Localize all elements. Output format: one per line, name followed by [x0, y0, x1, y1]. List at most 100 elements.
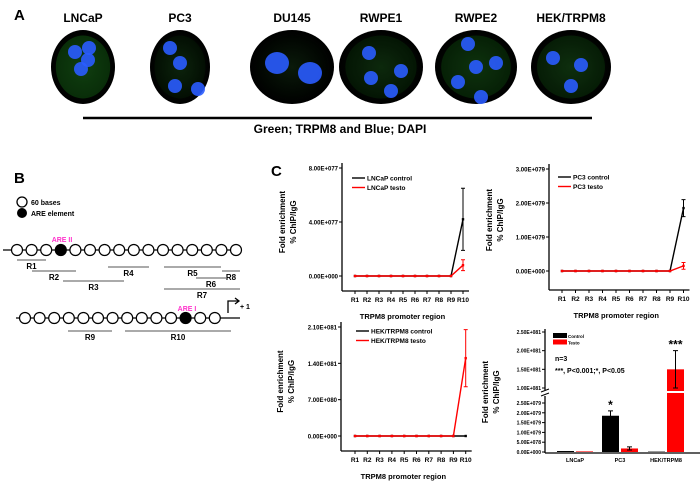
base-block — [229, 243, 243, 257]
y-axis-title: % ChIP/IgG — [492, 370, 501, 413]
tss-arrowhead-icon — [234, 297, 241, 305]
error-bar — [461, 187, 465, 251]
y-tick-label: 0.00E+000 — [517, 450, 542, 456]
legend-swatch — [553, 333, 567, 338]
base-block — [40, 243, 53, 257]
tss-arrow-icon — [227, 300, 238, 313]
x-axis-title: TRPM8 promoter region — [361, 472, 447, 481]
legend-filled-circle — [17, 208, 27, 218]
error-bar — [673, 350, 678, 389]
annotation-p: ***, P<0.001;*, P<0.05 — [555, 368, 625, 375]
base-block — [142, 243, 155, 257]
data-point — [390, 434, 394, 438]
data-point — [389, 274, 393, 278]
dapi-nucleus — [546, 51, 560, 65]
axis-break-icon — [540, 388, 550, 397]
x-tick-label: R10 — [457, 297, 469, 304]
region-label: R2 — [49, 273, 60, 282]
y-tick-label: 4.00E+077 — [309, 221, 339, 227]
base-block — [127, 243, 140, 257]
data-point — [365, 274, 369, 278]
y-tick-label: 5.00E+078 — [517, 440, 542, 446]
base-block — [83, 243, 97, 257]
y-tick-label: 1.50E+081 — [517, 367, 542, 373]
micrograph — [531, 30, 611, 104]
region-label: R5 — [187, 269, 198, 278]
x-tick-label: R8 — [437, 457, 446, 464]
x-tick-label: R9 — [666, 296, 675, 303]
x-tick-label: R1 — [351, 457, 360, 464]
legend-swatch — [553, 339, 567, 345]
y-axis-title: % ChIP/IgG — [496, 198, 505, 241]
dapi-nucleus — [82, 41, 96, 55]
data-point — [366, 434, 369, 438]
x-tick-label: R10 — [460, 457, 472, 464]
line-chart: 0.00E+000 1.00E+079 2.00E+079 3.00E+079 R1 R2… — [485, 164, 690, 320]
panel-c-label: C — [271, 163, 282, 180]
data-point — [560, 269, 564, 273]
bar — [557, 451, 574, 452]
are-i-label: ARE I — [178, 306, 197, 313]
series-line — [355, 358, 467, 437]
data-point — [403, 434, 406, 438]
region-label: R3 — [88, 283, 99, 292]
x-tick-label: R5 — [400, 457, 409, 464]
data-point — [449, 274, 453, 278]
x-tick-label: R4 — [598, 296, 607, 303]
base-block — [208, 311, 221, 325]
data-point — [401, 274, 405, 278]
y-axis-title: Fold enrichment — [276, 350, 285, 413]
legend-label: LNCaP control — [367, 176, 412, 183]
tss-label: + 1 — [240, 304, 250, 311]
y-axis-title: % ChIP/IgG — [287, 360, 296, 403]
base-block — [156, 243, 170, 257]
x-tick-label: R4 — [388, 457, 397, 464]
base-block — [77, 311, 90, 325]
y-tick-label: 3.00E+079 — [516, 168, 546, 174]
bar — [576, 451, 593, 452]
legend-label: Testo — [568, 341, 580, 346]
micrograph — [339, 30, 423, 104]
dapi-nucleus — [74, 62, 88, 76]
dapi-nucleus — [384, 84, 398, 98]
x-tick-label: LNCaP — [566, 458, 584, 464]
are-element — [179, 311, 192, 325]
significance-marker: *** — [668, 338, 682, 352]
base-block — [186, 243, 199, 257]
dapi-nucleus — [265, 52, 289, 74]
y-axis-title: % ChIP/IgG — [289, 200, 298, 243]
x-tick-label: R7 — [423, 297, 432, 304]
base-block — [194, 311, 207, 325]
base-block — [150, 311, 163, 325]
cell-line-label: HEK/TRPM8 — [536, 11, 606, 25]
base-block — [10, 243, 24, 257]
region-label: R8 — [226, 273, 237, 282]
error-bar — [463, 329, 468, 388]
data-point — [415, 434, 418, 438]
y-tick-label: 2.50E+079 — [517, 401, 542, 407]
y-axis-title: Fold enrichment — [481, 361, 490, 424]
cell-line-label: RWPE2 — [455, 11, 498, 25]
y-tick-label: 1.40E+081 — [308, 362, 338, 368]
dapi-nucleus — [461, 37, 475, 51]
data-point — [601, 269, 604, 273]
base-block — [106, 311, 119, 325]
x-tick-label: R7 — [425, 457, 434, 464]
y-tick-label: 7.00E+080 — [308, 398, 338, 404]
legend-open-label: 60 bases — [31, 200, 61, 207]
x-tick-label: R6 — [411, 297, 420, 304]
x-tick-label: PC3 — [615, 458, 626, 464]
error-bar — [627, 446, 632, 451]
error-bar — [608, 410, 613, 422]
dapi-nucleus — [394, 64, 408, 78]
are-element — [54, 243, 67, 257]
are-ii-label: ARE II — [52, 237, 73, 244]
dapi-nucleus — [298, 62, 322, 84]
cell-line-label: PC3 — [168, 11, 192, 25]
data-point — [425, 274, 429, 278]
dapi-nucleus — [451, 75, 465, 89]
y-tick-label: 2.00E+081 — [517, 349, 542, 355]
panel-a-label: A — [14, 7, 25, 24]
base-block — [164, 311, 178, 325]
